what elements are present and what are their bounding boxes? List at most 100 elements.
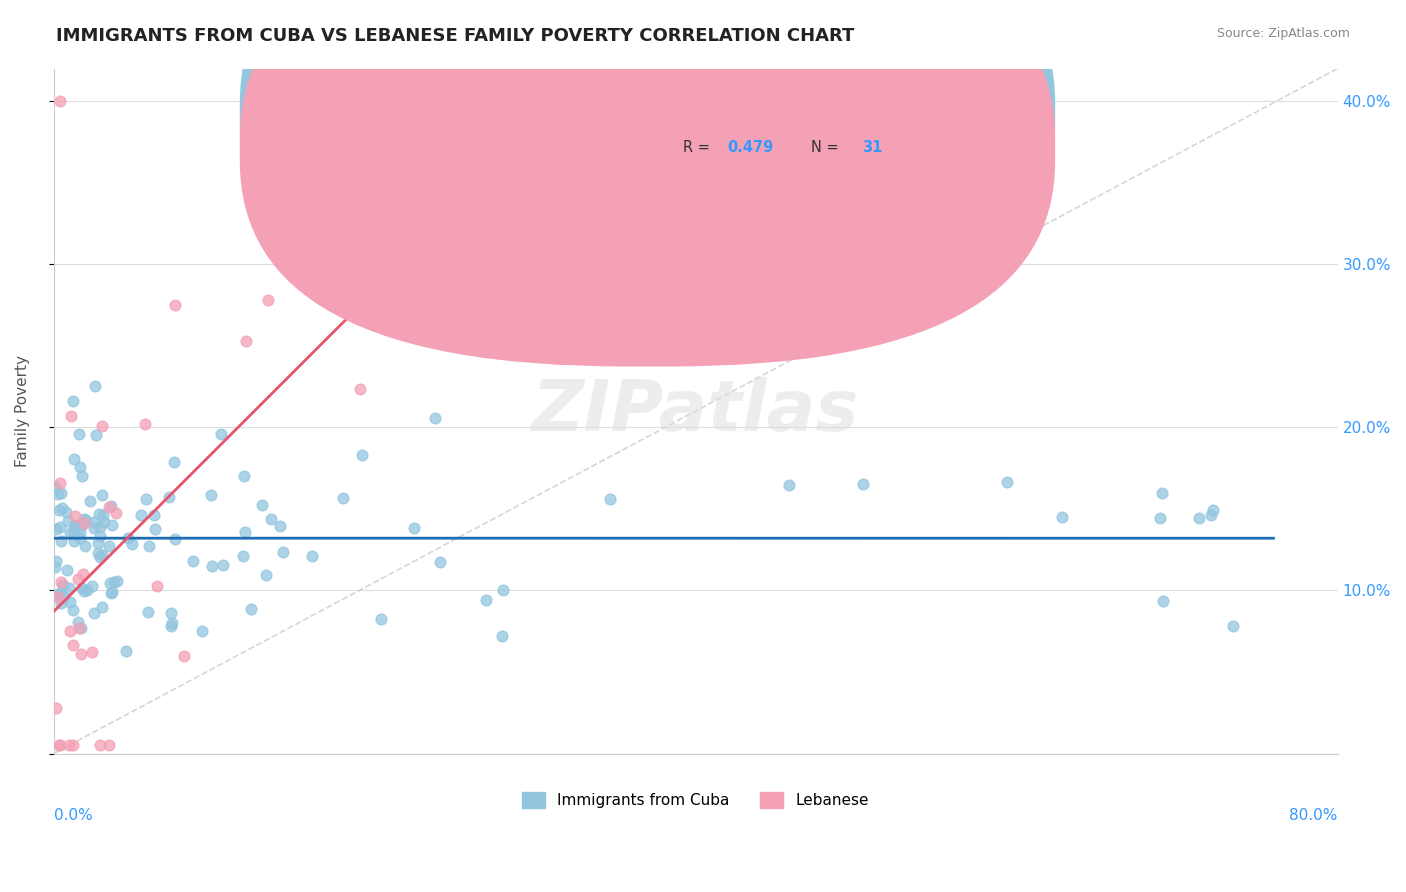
Point bbox=[98, 500, 121, 515]
Point bbox=[87, 536, 110, 550]
Point bbox=[1188, 511, 1211, 525]
Point bbox=[48, 520, 70, 534]
Point bbox=[93, 515, 115, 529]
Point bbox=[257, 293, 280, 307]
Point bbox=[136, 605, 159, 619]
Point bbox=[65, 517, 87, 532]
Text: 122: 122 bbox=[862, 106, 893, 121]
Point bbox=[45, 522, 67, 536]
Point bbox=[1222, 619, 1244, 633]
Point bbox=[69, 531, 91, 545]
Point bbox=[98, 575, 121, 590]
Point bbox=[778, 478, 800, 492]
Point bbox=[76, 582, 98, 597]
Point bbox=[67, 621, 90, 635]
Point bbox=[429, 555, 451, 569]
Point bbox=[45, 701, 67, 715]
Point bbox=[48, 739, 70, 753]
Point bbox=[73, 511, 96, 525]
Point bbox=[201, 559, 224, 574]
Point bbox=[101, 585, 124, 599]
Point bbox=[59, 624, 82, 639]
Point bbox=[200, 488, 222, 502]
Point bbox=[301, 549, 323, 564]
Point bbox=[121, 537, 143, 551]
Point bbox=[90, 419, 112, 434]
Point bbox=[44, 479, 66, 493]
Point bbox=[165, 298, 187, 312]
Point bbox=[235, 334, 257, 349]
Point bbox=[1152, 485, 1174, 500]
Point bbox=[104, 506, 127, 520]
Y-axis label: Family Poverty: Family Poverty bbox=[15, 355, 30, 467]
Point bbox=[89, 739, 111, 753]
Point bbox=[83, 515, 105, 529]
Text: Source: ZipAtlas.com: Source: ZipAtlas.com bbox=[1216, 27, 1350, 40]
Point bbox=[143, 508, 166, 522]
Point bbox=[72, 567, 94, 582]
Point bbox=[165, 532, 187, 546]
Point bbox=[98, 539, 121, 553]
Point bbox=[173, 649, 195, 664]
Text: IMMIGRANTS FROM CUBA VS LEBANESE FAMILY POVERTY CORRELATION CHART: IMMIGRANTS FROM CUBA VS LEBANESE FAMILY … bbox=[56, 27, 855, 45]
Point bbox=[90, 488, 112, 502]
Point bbox=[209, 427, 232, 442]
Point bbox=[492, 582, 515, 597]
Point bbox=[83, 379, 105, 393]
Point bbox=[45, 554, 67, 568]
Point bbox=[89, 520, 111, 534]
Text: 31: 31 bbox=[862, 140, 883, 155]
Point bbox=[82, 645, 104, 659]
Point bbox=[332, 491, 354, 506]
Point bbox=[159, 606, 181, 620]
Point bbox=[852, 476, 875, 491]
Point bbox=[70, 621, 93, 635]
Point bbox=[49, 485, 72, 500]
Point bbox=[105, 574, 128, 588]
Point bbox=[491, 628, 513, 642]
Point bbox=[157, 490, 180, 504]
Point bbox=[599, 492, 621, 507]
Point bbox=[135, 491, 157, 506]
Point bbox=[89, 549, 111, 564]
Point bbox=[73, 516, 96, 530]
Point bbox=[63, 451, 86, 466]
Text: 0.0%: 0.0% bbox=[53, 808, 93, 823]
Point bbox=[402, 521, 425, 535]
Point bbox=[62, 639, 84, 653]
FancyBboxPatch shape bbox=[240, 0, 1054, 332]
Point bbox=[143, 522, 166, 536]
Point bbox=[48, 586, 70, 600]
Point bbox=[51, 501, 73, 516]
Point bbox=[63, 508, 86, 523]
Point bbox=[269, 519, 291, 533]
Point bbox=[59, 595, 82, 609]
Point bbox=[79, 494, 101, 508]
Point bbox=[1152, 593, 1174, 607]
Point bbox=[66, 615, 89, 629]
Point bbox=[66, 573, 89, 587]
Point bbox=[58, 739, 80, 753]
Point bbox=[83, 606, 105, 620]
Point bbox=[91, 548, 114, 562]
Point bbox=[232, 549, 254, 564]
Text: N =: N = bbox=[811, 140, 844, 155]
Point bbox=[69, 524, 91, 539]
Point bbox=[70, 517, 93, 532]
Point bbox=[250, 498, 273, 512]
FancyBboxPatch shape bbox=[240, 0, 1054, 367]
Point bbox=[98, 738, 121, 752]
Point bbox=[254, 568, 277, 582]
Point bbox=[58, 581, 80, 595]
Point bbox=[75, 539, 97, 553]
Text: R =: R = bbox=[683, 140, 714, 155]
Point bbox=[100, 499, 122, 513]
Point bbox=[56, 563, 79, 577]
Point bbox=[59, 525, 82, 540]
Point bbox=[55, 505, 77, 519]
Point bbox=[233, 524, 256, 539]
Point bbox=[350, 448, 373, 462]
Point bbox=[995, 475, 1018, 489]
Point bbox=[58, 514, 80, 528]
Point bbox=[160, 618, 183, 632]
